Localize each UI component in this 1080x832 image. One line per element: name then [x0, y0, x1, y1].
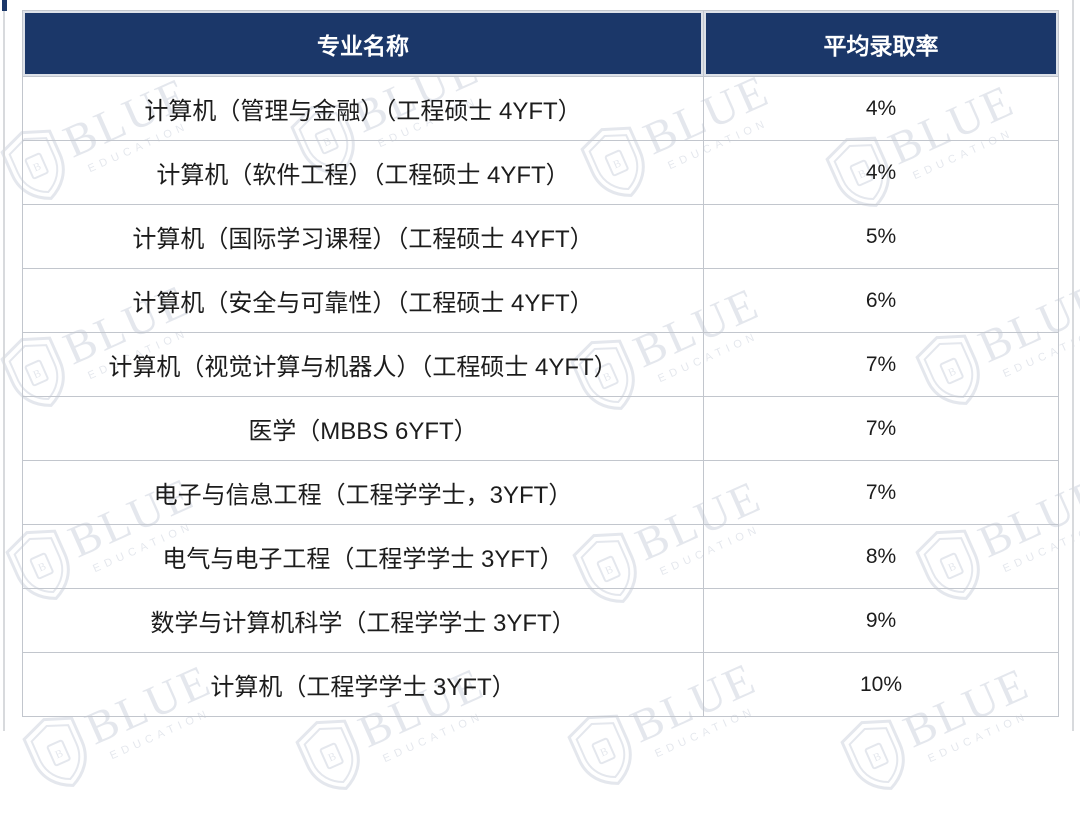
major-cell: 电子与信息工程（工程学学士，3YFT）	[22, 460, 704, 525]
rate-cell: 7%	[703, 396, 1059, 461]
rate-cell: 5%	[703, 204, 1059, 269]
table-body: 计算机（管理与金融）（工程硕士 4YFT） 4% 计算机（软件工程）（工程硕士 …	[22, 76, 1059, 717]
rate-cell: 8%	[703, 524, 1059, 589]
header-row: 专业名称 平均录取率	[22, 10, 1059, 77]
table-row: 计算机（视觉计算与机器人）（工程硕士 4YFT） 7%	[22, 332, 1059, 397]
rate-cell: 6%	[703, 268, 1059, 333]
table-row: 电子与信息工程（工程学学士，3YFT） 7%	[22, 460, 1059, 525]
page-edge-line-left	[3, 0, 5, 731]
shield-logo-icon: B	[22, 716, 87, 787]
major-cell: 计算机（软件工程）（工程硕士 4YFT）	[22, 140, 704, 205]
header-major: 专业名称	[22, 10, 704, 77]
major-cell: 数学与计算机科学（工程学学士 3YFT）	[22, 588, 704, 653]
table-row: 计算机（工程学学士 3YFT） 10%	[22, 652, 1059, 717]
table-row: 电气与电子工程（工程学学士 3YFT） 8%	[22, 524, 1059, 589]
svg-text:B: B	[54, 747, 66, 761]
svg-text:B: B	[599, 745, 611, 759]
corner-tick-mark	[2, 0, 7, 11]
svg-text:B: B	[327, 750, 339, 764]
shield-logo-icon: B	[295, 719, 360, 790]
rate-cell: 7%	[703, 332, 1059, 397]
rate-cell: 7%	[703, 460, 1059, 525]
major-cell: 计算机（视觉计算与机器人）（工程硕士 4YFT）	[22, 332, 704, 397]
svg-text:B: B	[872, 750, 884, 764]
major-cell: 计算机（管理与金融）（工程硕士 4YFT）	[22, 76, 704, 141]
admission-rate-table: 专业名称 平均录取率 计算机（管理与金融）（工程硕士 4YFT） 4% 计算机（…	[22, 10, 1059, 717]
rate-cell: 10%	[703, 652, 1059, 717]
major-cell: 医学（MBBS 6YFT）	[22, 396, 704, 461]
table-row: 计算机（软件工程）（工程硕士 4YFT） 4%	[22, 140, 1059, 205]
major-cell: 计算机（工程学学士 3YFT）	[22, 652, 704, 717]
major-cell: 计算机（国际学习课程）（工程硕士 4YFT）	[22, 204, 704, 269]
rate-cell: 4%	[703, 76, 1059, 141]
major-cell: 计算机（安全与可靠性）（工程硕士 4YFT）	[22, 268, 704, 333]
shield-logo-icon: B	[840, 719, 905, 790]
shield-logo-icon: B	[567, 714, 632, 785]
rate-cell: 9%	[703, 588, 1059, 653]
table-row: 医学（MBBS 6YFT） 7%	[22, 396, 1059, 461]
table-row: 计算机（国际学习课程）（工程硕士 4YFT） 5%	[22, 204, 1059, 269]
major-cell: 电气与电子工程（工程学学士 3YFT）	[22, 524, 704, 589]
table-row: 计算机（管理与金融）（工程硕士 4YFT） 4%	[22, 76, 1059, 141]
page-edge-line-right	[1072, 0, 1074, 731]
rate-cell: 4%	[703, 140, 1059, 205]
header-rate: 平均录取率	[703, 10, 1059, 77]
table-row: 计算机（安全与可靠性）（工程硕士 4YFT） 6%	[22, 268, 1059, 333]
table-row: 数学与计算机科学（工程学学士 3YFT） 9%	[22, 588, 1059, 653]
